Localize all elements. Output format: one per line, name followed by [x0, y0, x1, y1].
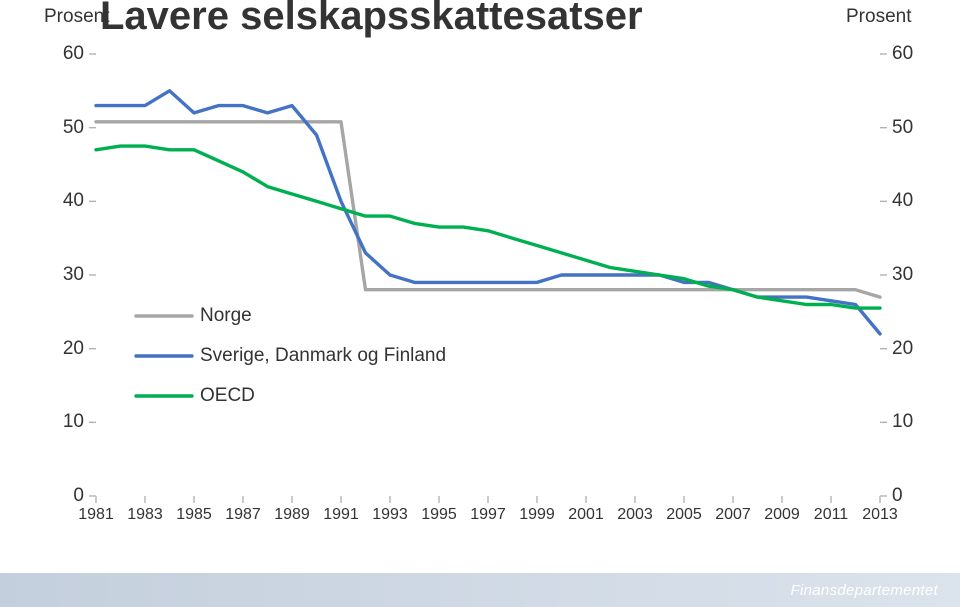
x-tick-label: 1995 [421, 506, 457, 524]
y-tick-right: 10 [892, 411, 913, 433]
y-tick-left: 20 [58, 338, 84, 360]
x-tick-label: 1983 [127, 506, 163, 524]
y-tick-right: 40 [892, 190, 913, 212]
y-tick-right: 20 [892, 338, 913, 360]
legend-item: Sverige, Danmark og Finland [200, 345, 446, 367]
y-tick-left: 10 [58, 411, 84, 433]
x-tick-label: 2011 [814, 506, 848, 524]
x-tick-label: 1981 [78, 506, 114, 524]
y-tick-right: 50 [892, 117, 913, 139]
x-tick-label: 1991 [323, 506, 359, 524]
y-tick-left: 30 [58, 264, 84, 286]
x-tick-label: 1999 [519, 506, 555, 524]
y-tick-right: 0 [892, 485, 903, 507]
x-tick-label: 1987 [225, 506, 261, 524]
x-tick-label: 1989 [274, 506, 310, 524]
footer-bar: Finansdepartementet [0, 573, 960, 607]
x-tick-label: 2013 [862, 506, 898, 524]
x-tick-label: 1993 [372, 506, 408, 524]
x-tick-label: 2009 [764, 506, 800, 524]
x-tick-label: 2003 [617, 506, 653, 524]
footer-label: Finansdepartementet [791, 582, 938, 599]
x-tick-label: 2001 [568, 506, 604, 524]
x-tick-label: 1997 [470, 506, 506, 524]
y-tick-left: 0 [58, 485, 84, 507]
x-tick-label: 2007 [715, 506, 751, 524]
y-tick-left: 60 [58, 43, 84, 65]
x-tick-label: 2005 [666, 506, 702, 524]
y-tick-right: 30 [892, 264, 913, 286]
y-axis-left-unit: Prosent [44, 6, 109, 28]
y-tick-left: 40 [58, 190, 84, 212]
y-tick-right: 60 [892, 43, 913, 65]
y-axis-right-unit: Prosent [846, 6, 911, 28]
y-tick-left: 50 [58, 117, 84, 139]
legend-item: OECD [200, 385, 255, 407]
x-tick-label: 1985 [176, 506, 212, 524]
legend-item: Norge [200, 305, 252, 327]
